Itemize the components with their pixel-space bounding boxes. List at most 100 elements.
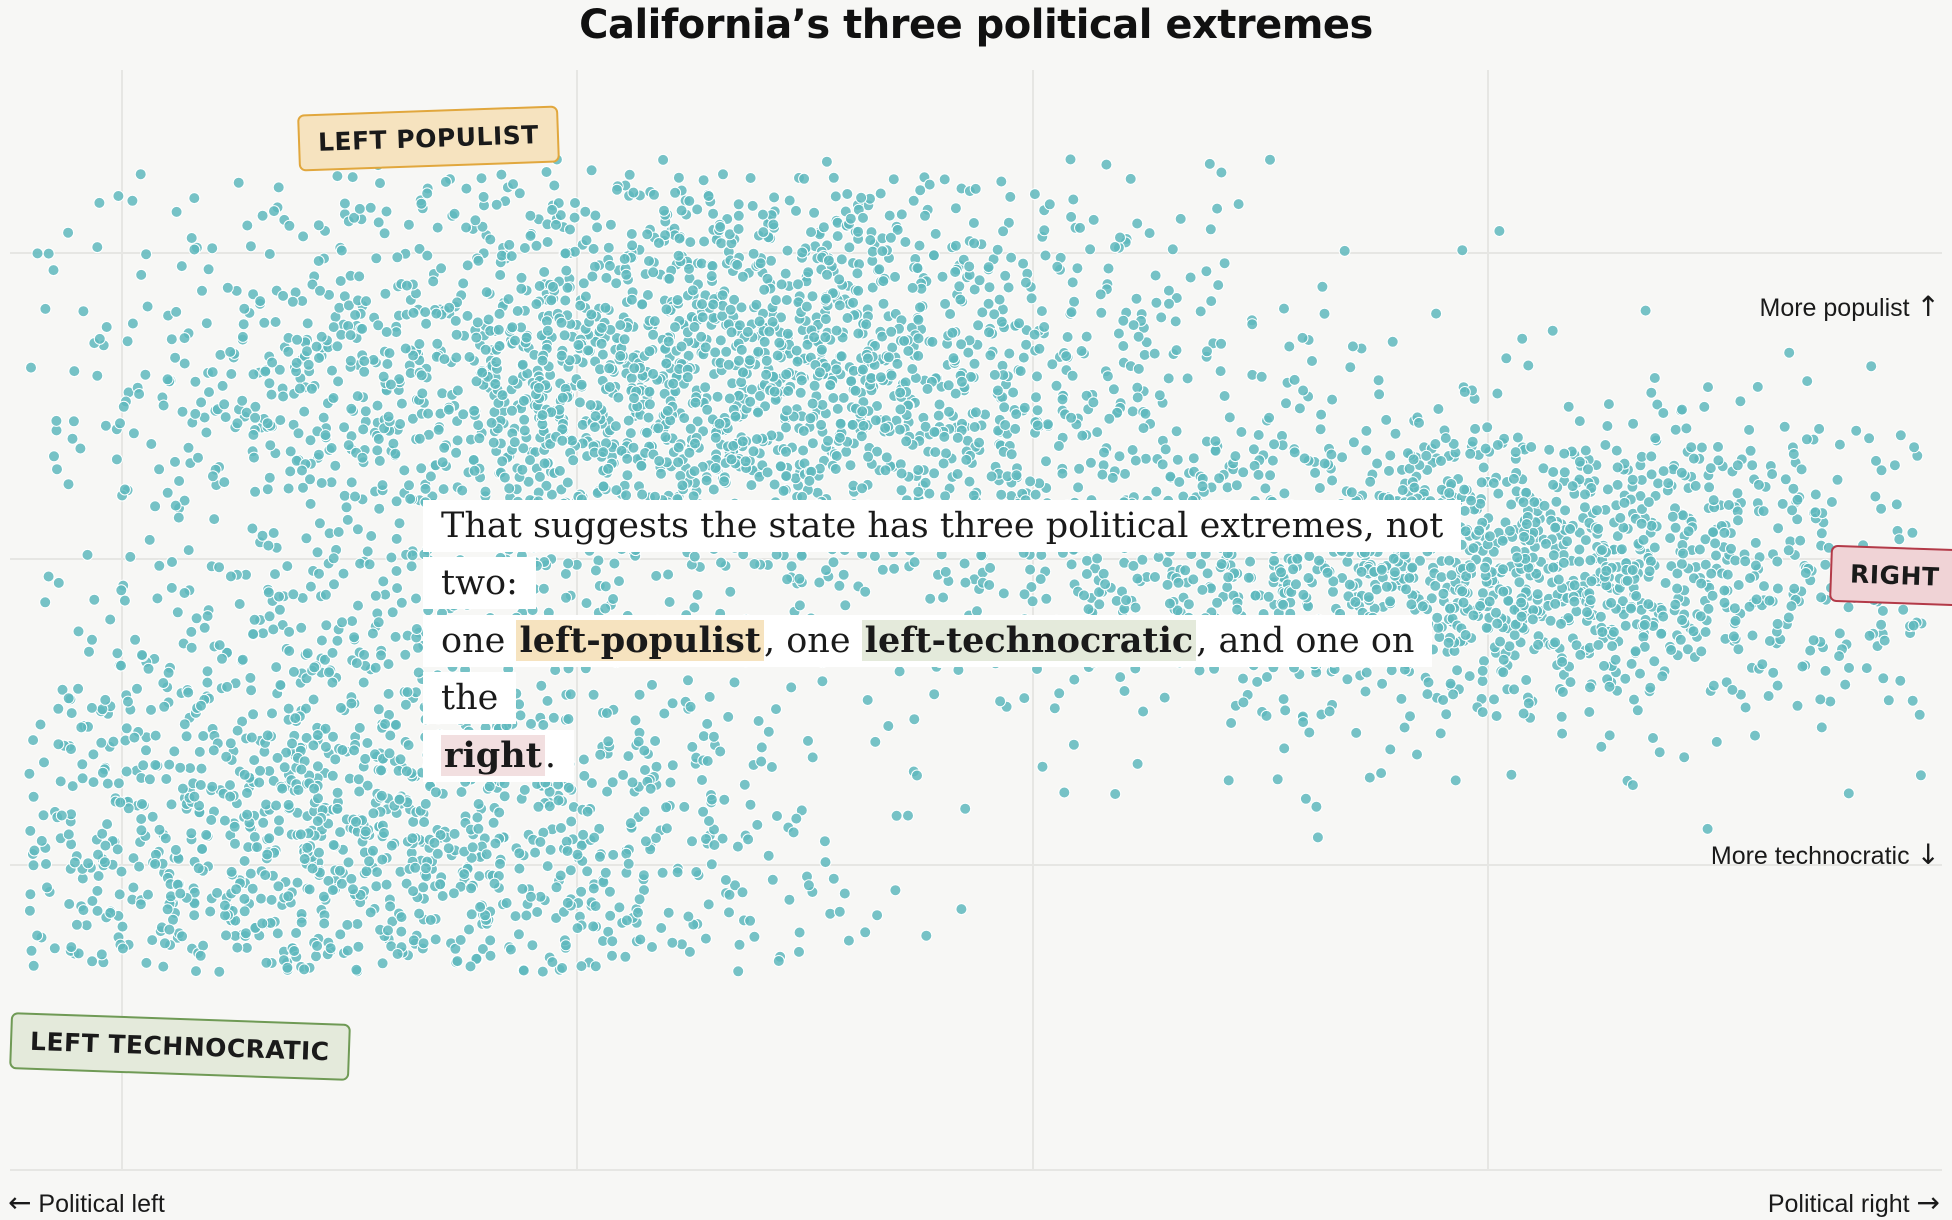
data-point <box>374 177 386 190</box>
data-point <box>690 866 703 878</box>
data-point <box>1204 223 1217 236</box>
data-point <box>178 587 191 599</box>
data-point <box>1645 468 1658 481</box>
data-point <box>783 194 796 207</box>
data-point <box>808 331 821 344</box>
data-point <box>729 410 742 423</box>
data-point <box>1117 314 1130 327</box>
data-point <box>1096 468 1109 481</box>
data-point <box>419 306 432 319</box>
data-point <box>253 776 266 789</box>
data-point <box>771 349 784 362</box>
data-point <box>735 301 748 314</box>
data-point <box>595 321 608 334</box>
data-point <box>855 430 868 443</box>
data-point <box>99 839 112 852</box>
data-point <box>220 929 232 942</box>
data-point <box>1112 327 1125 340</box>
data-point <box>744 395 757 408</box>
data-point <box>350 657 363 670</box>
data-point <box>35 834 48 847</box>
data-point <box>1017 257 1030 270</box>
data-point <box>716 832 729 845</box>
data-point <box>585 164 598 177</box>
data-point <box>277 289 290 302</box>
data-point <box>200 317 213 330</box>
data-point <box>628 392 640 405</box>
data-point <box>1819 664 1832 677</box>
data-point <box>334 275 347 287</box>
data-point <box>135 813 148 825</box>
data-point <box>1283 340 1296 353</box>
data-point <box>310 340 323 353</box>
data-point <box>317 890 330 903</box>
data-point <box>326 646 339 659</box>
data-point <box>424 470 437 483</box>
data-point <box>1002 216 1015 229</box>
data-point <box>391 251 404 264</box>
data-point <box>771 810 783 822</box>
data-points <box>23 153 1928 978</box>
data-point <box>244 240 257 253</box>
data-point <box>198 621 211 634</box>
data-point <box>289 712 302 725</box>
data-point <box>920 929 933 942</box>
data-point <box>533 470 546 483</box>
data-point <box>855 191 868 204</box>
data-point <box>76 772 89 785</box>
data-point <box>66 780 79 793</box>
data-point <box>636 298 649 311</box>
data-point <box>1380 413 1393 426</box>
data-point <box>203 386 215 399</box>
data-point <box>214 348 227 361</box>
data-point <box>761 272 774 285</box>
data-point <box>802 879 815 892</box>
data-point <box>1094 288 1107 301</box>
data-point <box>720 345 733 358</box>
data-point <box>72 625 85 638</box>
data-point <box>422 407 435 420</box>
data-point <box>638 805 651 818</box>
data-point <box>1584 554 1597 567</box>
data-point <box>944 308 957 320</box>
data-point <box>291 333 304 346</box>
data-point <box>1297 384 1310 397</box>
data-point <box>1003 347 1016 360</box>
data-point <box>869 414 882 427</box>
data-point <box>844 459 857 472</box>
data-point <box>733 938 746 951</box>
data-point <box>254 764 266 777</box>
data-point <box>707 207 720 220</box>
data-point <box>283 645 296 657</box>
data-point <box>871 445 884 458</box>
data-point <box>532 381 545 394</box>
data-point <box>1046 358 1059 371</box>
data-point <box>1718 584 1731 597</box>
data-point <box>241 808 254 821</box>
data-point <box>216 652 228 665</box>
data-point <box>301 841 314 854</box>
data-point <box>884 231 897 244</box>
data-point <box>1657 465 1670 478</box>
data-point <box>833 273 846 286</box>
data-point <box>650 832 662 845</box>
data-point <box>879 422 892 434</box>
data-point <box>114 796 127 809</box>
data-point <box>231 941 244 954</box>
data-point <box>614 350 627 362</box>
data-point <box>601 785 614 798</box>
data-point <box>824 379 837 392</box>
data-point <box>682 674 694 687</box>
data-point <box>113 888 126 901</box>
data-point <box>831 402 844 415</box>
data-point <box>662 906 675 919</box>
data-point <box>245 731 258 744</box>
data-point <box>1913 708 1926 721</box>
data-point <box>841 312 854 324</box>
data-point <box>614 319 627 332</box>
data-point <box>662 335 675 348</box>
data-point <box>504 943 517 956</box>
data-point <box>68 365 81 378</box>
data-point <box>1547 466 1560 478</box>
data-point <box>93 196 106 209</box>
